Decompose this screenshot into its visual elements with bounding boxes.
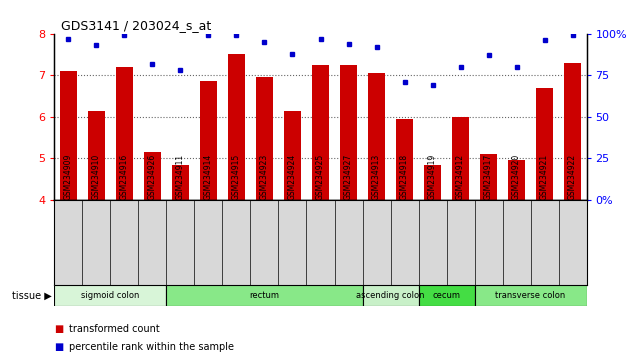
Text: ascending colon: ascending colon [356, 291, 425, 300]
Bar [536, 88, 553, 200]
Text: ■: ■ [54, 342, 63, 352]
Bar [508, 160, 525, 200]
Text: sigmoid colon: sigmoid colon [81, 291, 140, 300]
Bar [340, 65, 357, 200]
Bar [167, 285, 363, 306]
Bar [424, 165, 441, 200]
Bar [88, 110, 105, 200]
Text: percentile rank within the sample: percentile rank within the sample [69, 342, 233, 352]
Bar [474, 285, 587, 306]
Bar [452, 117, 469, 200]
Text: tissue ▶: tissue ▶ [12, 291, 51, 301]
Text: cecum: cecum [433, 291, 460, 300]
Text: ■: ■ [54, 324, 63, 334]
Bar [396, 119, 413, 200]
Bar [144, 152, 161, 200]
Text: transformed count: transformed count [69, 324, 160, 334]
Bar [60, 71, 77, 200]
Text: transverse colon: transverse colon [495, 291, 565, 300]
Text: GDS3141 / 203024_s_at: GDS3141 / 203024_s_at [61, 19, 211, 32]
Bar [480, 154, 497, 200]
Bar [564, 63, 581, 200]
Bar [116, 67, 133, 200]
Bar [256, 77, 273, 200]
Bar [172, 165, 189, 200]
Bar [228, 55, 245, 200]
Bar [200, 81, 217, 200]
Bar [368, 73, 385, 200]
Bar [54, 285, 167, 306]
Bar [419, 285, 474, 306]
Bar [284, 110, 301, 200]
Text: rectum: rectum [249, 291, 279, 300]
Bar [312, 65, 329, 200]
Bar [363, 285, 419, 306]
